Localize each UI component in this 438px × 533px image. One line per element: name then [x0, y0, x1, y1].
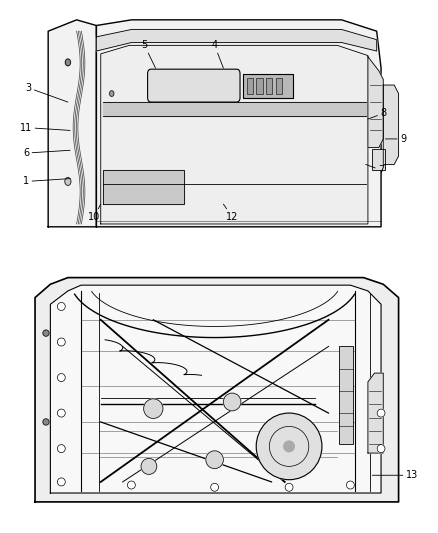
- Bar: [339, 346, 353, 444]
- Bar: [247, 78, 253, 94]
- Circle shape: [57, 478, 65, 486]
- Circle shape: [206, 451, 223, 469]
- Text: 11: 11: [20, 123, 70, 133]
- Polygon shape: [48, 20, 96, 227]
- Polygon shape: [50, 285, 381, 493]
- Circle shape: [57, 303, 65, 311]
- Circle shape: [144, 399, 163, 418]
- Circle shape: [284, 441, 294, 451]
- Circle shape: [57, 338, 65, 346]
- Circle shape: [285, 483, 293, 491]
- Circle shape: [57, 374, 65, 382]
- FancyBboxPatch shape: [148, 69, 240, 102]
- Text: 3: 3: [25, 83, 68, 102]
- Circle shape: [377, 409, 385, 417]
- Bar: [372, 149, 385, 170]
- Circle shape: [256, 413, 322, 480]
- Polygon shape: [35, 278, 399, 502]
- Circle shape: [127, 481, 135, 489]
- Polygon shape: [368, 373, 383, 453]
- Bar: [266, 78, 272, 94]
- Bar: [256, 78, 263, 94]
- Text: 10: 10: [88, 204, 101, 222]
- Text: 9: 9: [385, 134, 406, 144]
- Polygon shape: [101, 45, 368, 224]
- Text: 6: 6: [23, 148, 70, 158]
- Text: 4: 4: [212, 41, 223, 68]
- Text: 12: 12: [223, 204, 238, 222]
- Circle shape: [110, 91, 114, 96]
- Circle shape: [211, 483, 219, 491]
- Bar: [243, 74, 293, 98]
- Polygon shape: [383, 85, 399, 165]
- Polygon shape: [368, 56, 383, 148]
- Circle shape: [141, 458, 157, 474]
- Text: 5: 5: [141, 41, 155, 68]
- Text: 1: 1: [23, 176, 70, 187]
- Text: 13: 13: [372, 470, 418, 480]
- Circle shape: [65, 177, 71, 185]
- Text: 7: 7: [366, 165, 384, 175]
- Bar: [276, 78, 282, 94]
- Polygon shape: [96, 20, 381, 227]
- Circle shape: [57, 409, 65, 417]
- Circle shape: [223, 393, 241, 411]
- Text: 8: 8: [368, 108, 386, 119]
- Circle shape: [43, 330, 49, 336]
- Polygon shape: [96, 29, 377, 51]
- Circle shape: [346, 481, 354, 489]
- Circle shape: [377, 445, 385, 453]
- Circle shape: [43, 419, 49, 425]
- Polygon shape: [103, 170, 184, 204]
- Circle shape: [57, 445, 65, 453]
- Circle shape: [65, 59, 71, 66]
